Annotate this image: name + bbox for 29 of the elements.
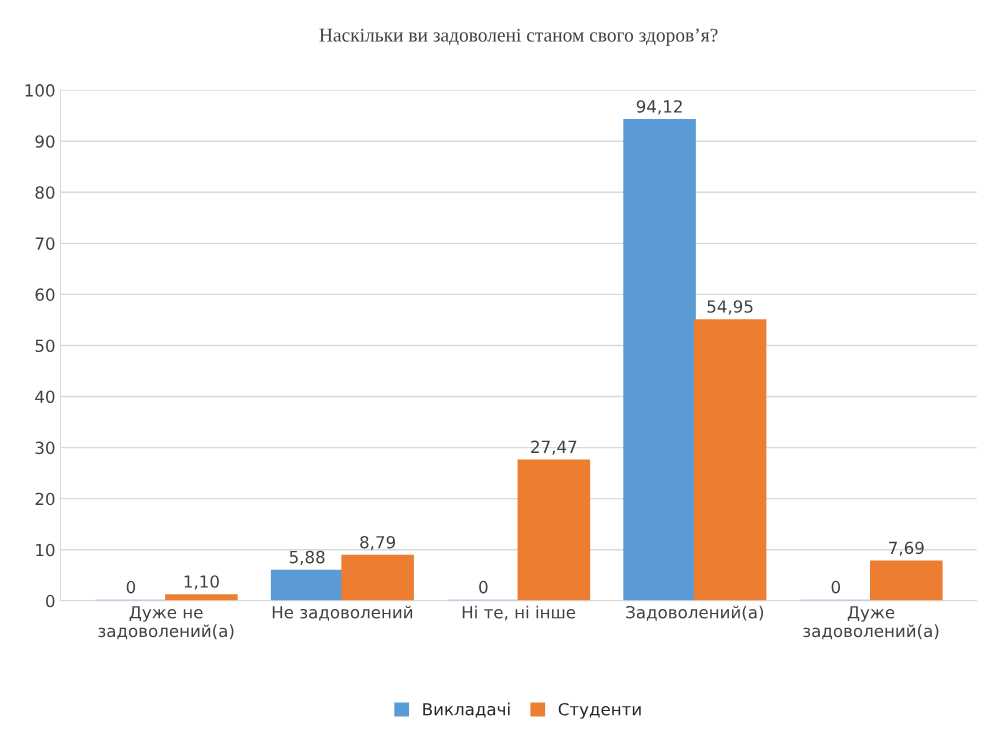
y-tick-label: 90 [35, 135, 55, 148]
data-label: 0 [831, 580, 841, 594]
y-tick-label: 100 [25, 84, 55, 97]
legend-label: Викладачі [423, 702, 510, 718]
y-tick-label: 60 [35, 288, 55, 301]
data-label: 7,69 [889, 541, 924, 556]
legend-label: Студенти [558, 702, 641, 719]
chart-title: Наскільки ви задоволені станом свого здоров’я? [319, 28, 718, 46]
data-label: 54,95 [707, 300, 753, 315]
x-tick-label: Ні те, ні інше [462, 605, 576, 621]
y-tick-label: 50 [35, 339, 55, 353]
y-tick-label: 80 [35, 186, 55, 199]
y-tick-label: 40 [35, 390, 55, 404]
x-tick-label: Не задоволений [272, 605, 413, 621]
y-tick-label: 10 [36, 543, 55, 557]
data-label: 0 [479, 580, 488, 594]
data-label: 27,47 [531, 440, 577, 455]
y-tick-label: 0 [46, 594, 55, 608]
y-tick-label: 70 [35, 237, 55, 250]
x-tick-label: Дуже задоволений(а) [803, 606, 939, 640]
data-label: 94,12 [636, 100, 682, 115]
x-tick-label: Задоволений(а) [626, 605, 764, 621]
x-tick-label: Дуже не задоволений(а) [98, 606, 234, 640]
data-label: 1,10 [184, 575, 219, 590]
data-label: 5,88 [289, 550, 325, 566]
y-tick-label: 20 [35, 492, 55, 506]
y-tick-label: 30 [35, 441, 55, 455]
data-label: 8,79 [360, 535, 396, 551]
data-label: 0 [126, 580, 136, 594]
